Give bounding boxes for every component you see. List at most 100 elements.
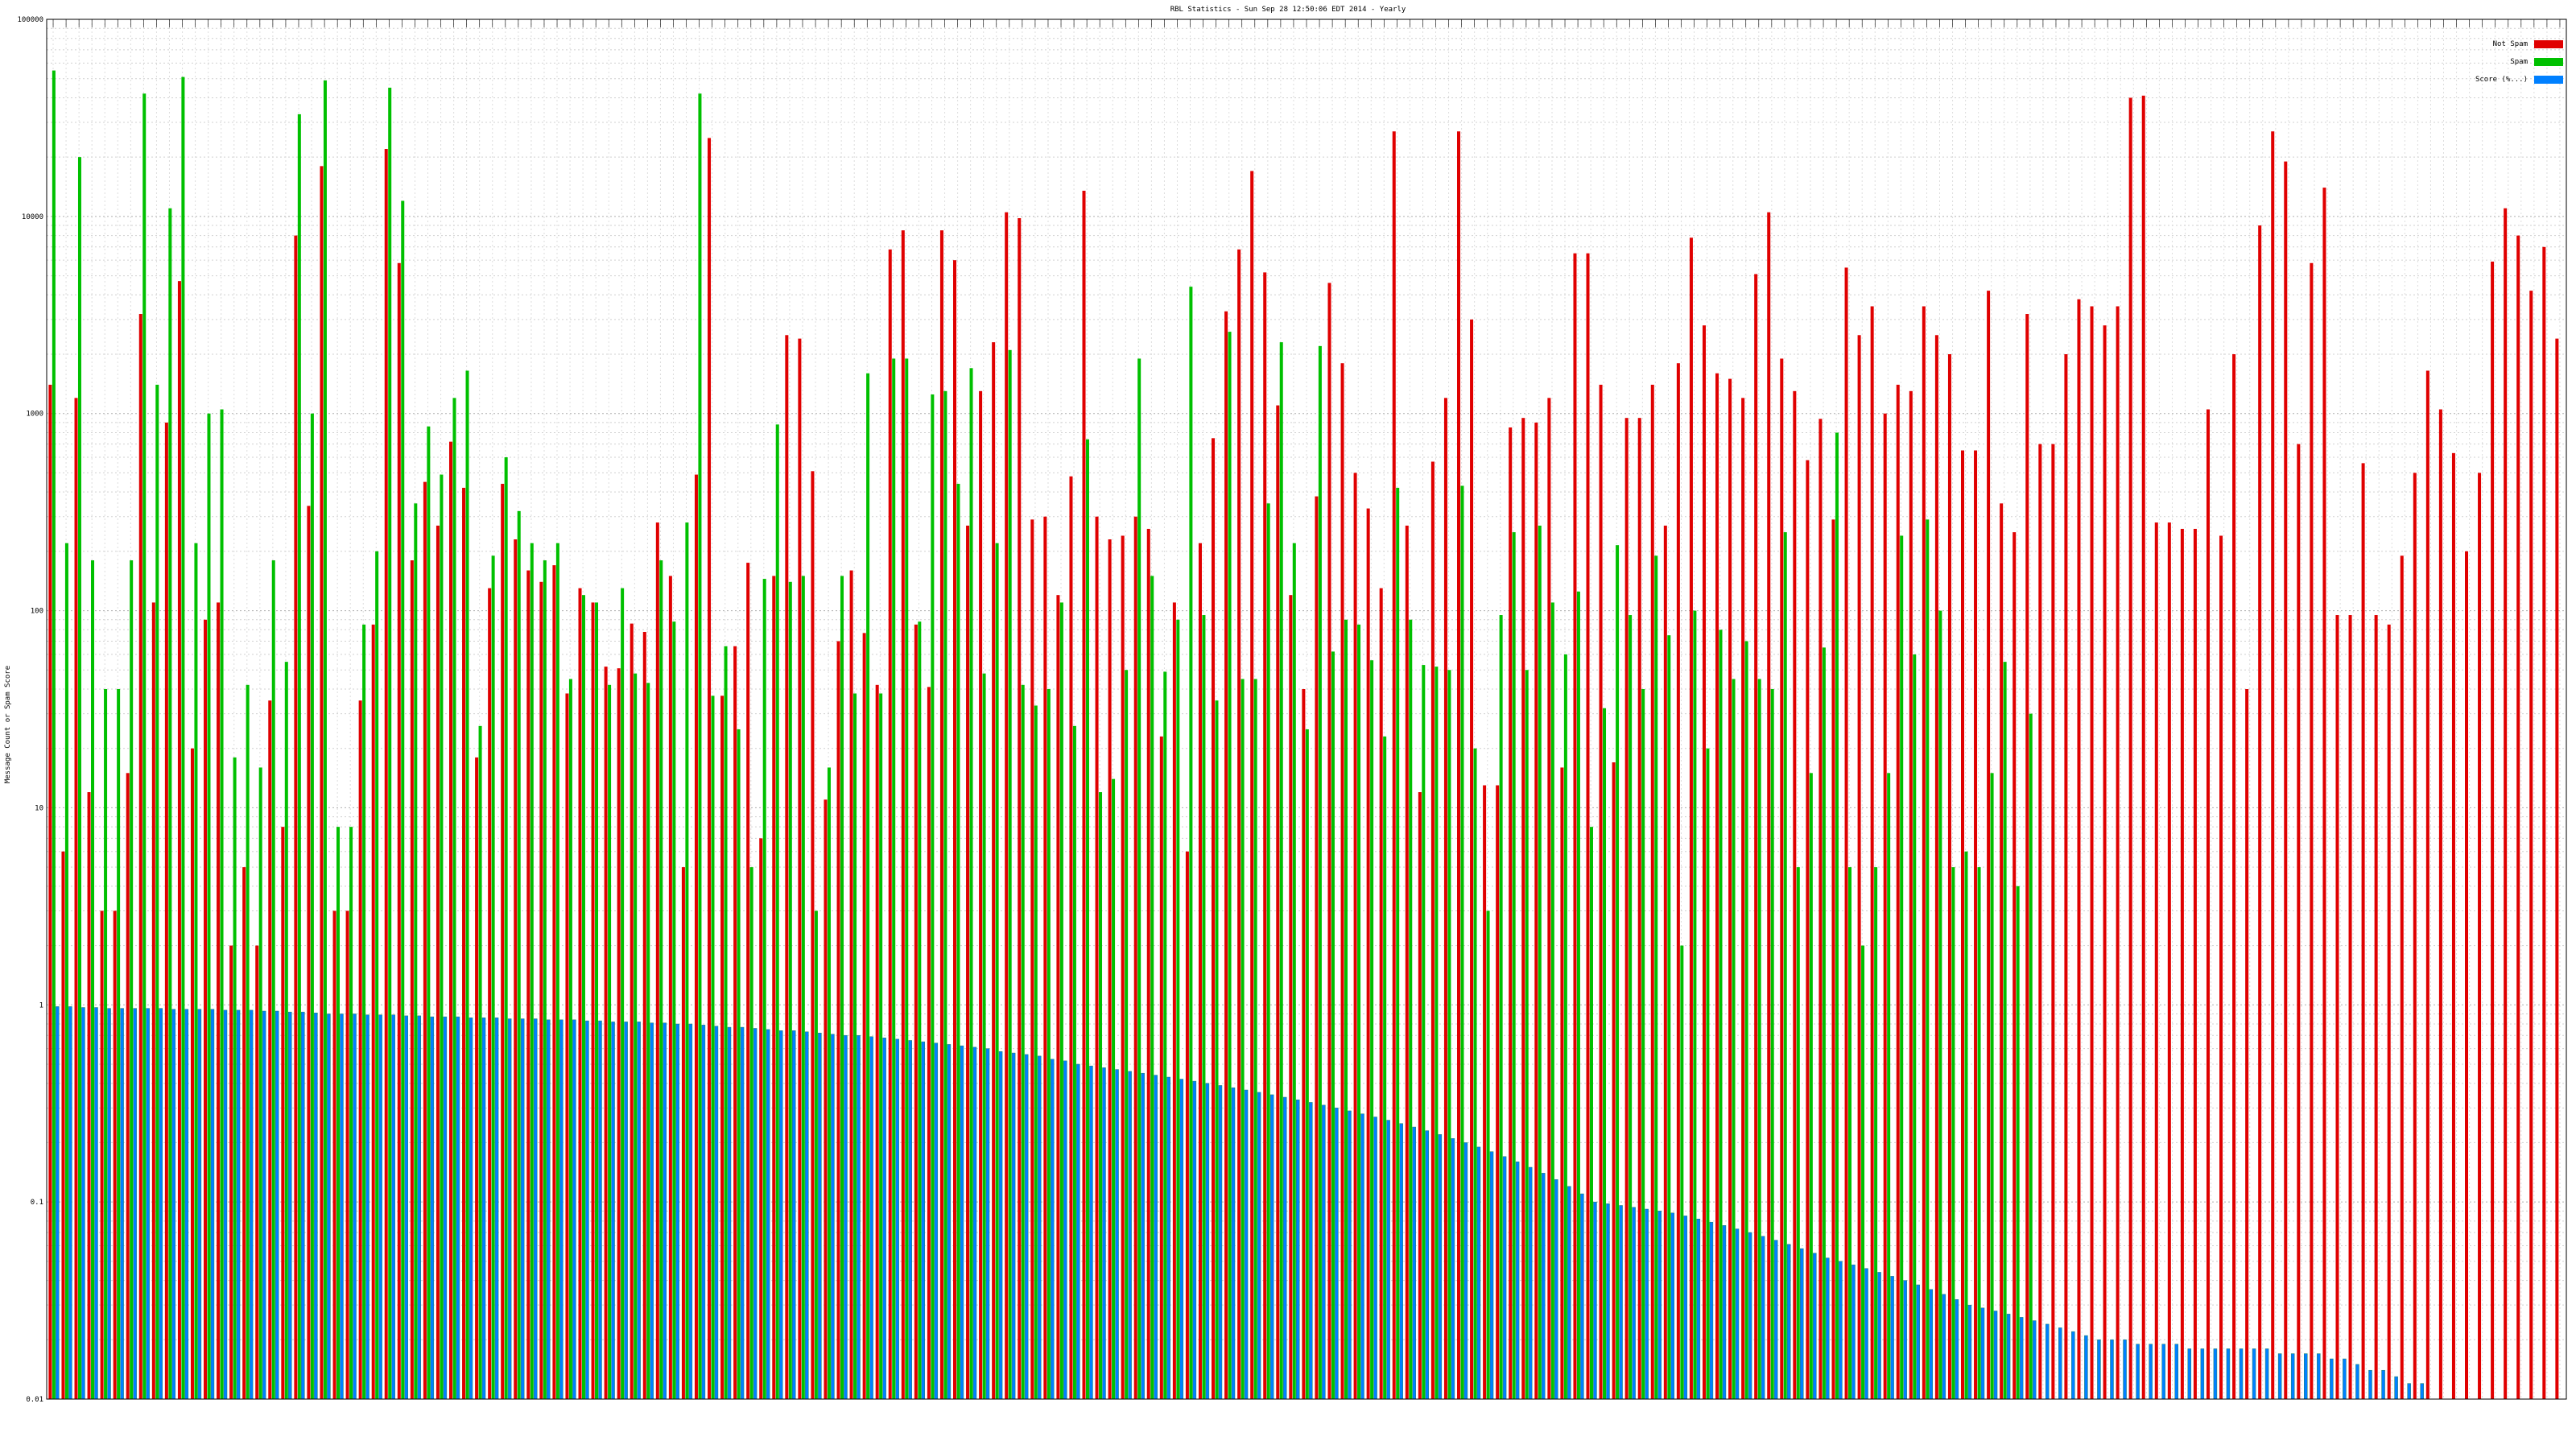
bar-not-spam	[2297, 444, 2301, 1399]
bar-not-spam	[1212, 438, 1216, 1399]
bar-spam	[1473, 748, 1477, 1399]
bar-score	[727, 1026, 732, 1400]
bar-score	[882, 1038, 886, 1400]
bar-spam	[634, 673, 638, 1399]
bar-not-spam	[2258, 225, 2262, 1399]
bar-score	[1696, 1219, 1701, 1400]
bar-not-spam	[772, 576, 776, 1399]
legend-label: Not Spam	[2493, 40, 2528, 48]
bar-not-spam	[1470, 319, 1474, 1399]
bar-not-spam	[2128, 97, 2132, 1400]
bar-spam	[362, 624, 366, 1399]
bar-not-spam	[2077, 299, 2081, 1399]
bar-score	[1786, 1244, 1791, 1400]
bar-spam	[246, 684, 250, 1399]
bar-score	[223, 1009, 228, 1400]
bar-spam	[440, 474, 444, 1399]
bar-not-spam	[1521, 418, 1525, 1400]
bar-not-spam	[2348, 615, 2352, 1399]
bar-not-spam	[642, 631, 646, 1399]
bar-score	[68, 1006, 72, 1400]
bar-score	[171, 1009, 176, 1400]
bar-spam	[1964, 851, 1968, 1399]
bar-score	[2149, 1344, 2153, 1400]
bar-not-spam	[1327, 283, 1331, 1400]
bar-score	[598, 1020, 602, 1400]
bar-not-spam	[849, 570, 853, 1399]
bar-not-spam	[332, 910, 336, 1399]
bar-not-spam	[281, 827, 285, 1399]
bar-spam	[1241, 679, 1245, 1399]
chart-title: RBL Statistics - Sun Sep 28 12:50:06 EDT…	[1170, 6, 1406, 14]
bar-not-spam	[371, 624, 375, 1399]
bar-spam	[1629, 615, 1633, 1399]
bar-score	[520, 1018, 525, 1400]
bar-spam	[1706, 748, 1710, 1399]
bar-spam	[1951, 867, 1955, 1399]
bar-score	[81, 1007, 85, 1400]
bar-score	[1929, 1289, 1934, 1400]
bar-spam	[801, 576, 805, 1399]
bar-spam	[543, 560, 547, 1399]
bar-not-spam	[1780, 358, 1784, 1400]
bar-spam	[1783, 532, 1787, 1399]
bar-score	[1773, 1240, 1778, 1400]
bar-not-spam	[2193, 528, 2197, 1400]
bar-score	[805, 1031, 809, 1400]
bar-spam	[310, 413, 314, 1400]
bar-score	[1115, 1069, 1119, 1400]
bar-score	[197, 1009, 202, 1400]
bar-spam	[1874, 867, 1878, 1399]
bar-score	[998, 1051, 1003, 1400]
bar-spam	[1847, 867, 1852, 1399]
bar-not-spam	[2232, 354, 2236, 1399]
bar-spam	[1576, 591, 1580, 1399]
bar-not-spam	[1741, 398, 1745, 1400]
bar-spam	[1253, 679, 1257, 1399]
bar-score	[934, 1042, 939, 1400]
bar-spam	[853, 693, 857, 1399]
bar-score	[895, 1038, 899, 1400]
bar-spam	[181, 76, 185, 1400]
bar-score	[2343, 1358, 2347, 1400]
bar-score	[2071, 1331, 2075, 1400]
bar-score	[2174, 1344, 2178, 1400]
bar-not-spam	[901, 230, 905, 1399]
bar-not-spam	[1366, 508, 1370, 1399]
bar-score	[1218, 1085, 1223, 1400]
bar-score	[1567, 1186, 1571, 1400]
bar-score	[469, 1018, 473, 1400]
bar-not-spam	[966, 525, 970, 1400]
bar-not-spam	[1018, 218, 1022, 1399]
bar-score	[1735, 1228, 1740, 1400]
bar-score	[1593, 1201, 1597, 1400]
bar-spam	[1641, 689, 1645, 1399]
bar-score	[146, 1008, 150, 1400]
bar-not-spam	[1961, 450, 1965, 1399]
bar-score	[314, 1013, 318, 1400]
bar-spam	[336, 827, 340, 1399]
bar-score	[1231, 1087, 1236, 1400]
bar-score	[2058, 1327, 2062, 1400]
bar-score	[2368, 1369, 2372, 1400]
bar-score	[301, 1011, 305, 1400]
y-tick-label: 100000	[17, 16, 43, 24]
plot-frame	[46, 19, 2567, 1400]
legend-swatch	[2534, 40, 2563, 48]
bar-not-spam	[1353, 473, 1357, 1400]
bar-score	[675, 1023, 680, 1400]
bar-not-spam	[268, 700, 272, 1399]
bar-not-spam	[1547, 398, 1551, 1400]
bar-spam	[452, 398, 456, 1400]
bar-spam	[1215, 700, 1219, 1399]
bar-not-spam	[488, 588, 492, 1399]
bar-spam	[1034, 705, 1038, 1399]
bar-score	[1993, 1311, 1998, 1400]
bar-spam	[1603, 708, 1607, 1399]
bar-spam	[1266, 503, 1270, 1399]
bar-score	[547, 1019, 551, 1400]
bar-not-spam	[2284, 161, 2288, 1400]
bar-not-spam	[2013, 532, 2017, 1399]
bar-score	[2407, 1383, 2411, 1400]
bar-spam	[1499, 615, 1503, 1399]
